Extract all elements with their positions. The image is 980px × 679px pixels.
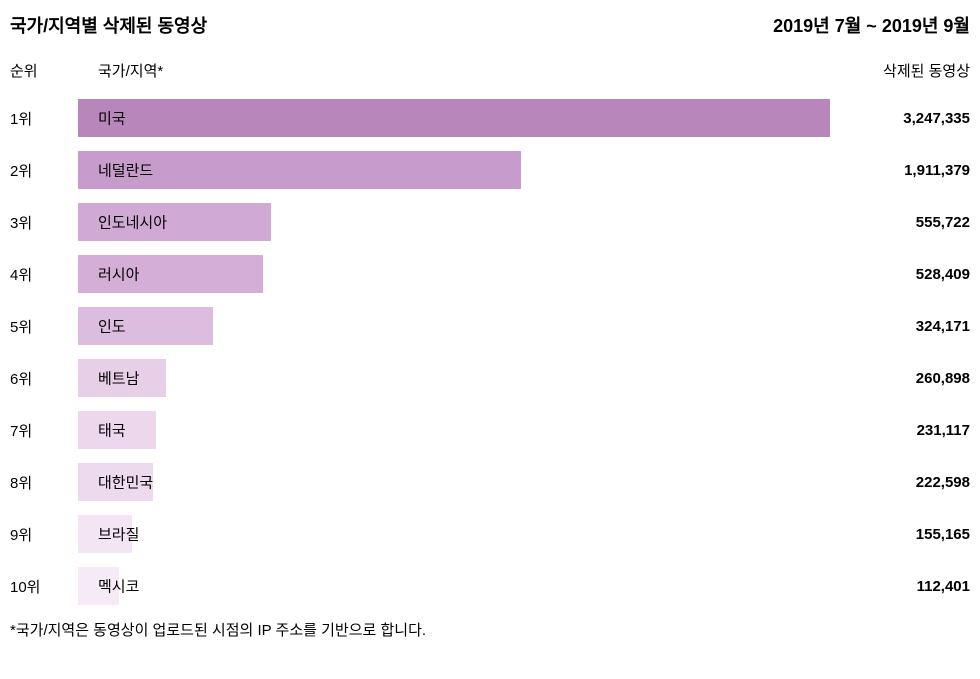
bar-area: 러시아 — [78, 255, 830, 293]
rank-label: 9위 — [10, 524, 78, 545]
country-label: 대한민국 — [98, 472, 153, 493]
value-label: 3,247,335 — [830, 110, 970, 127]
rank-label: 7위 — [10, 420, 78, 441]
rank-label: 3위 — [10, 212, 78, 233]
bar-area: 태국 — [78, 411, 830, 449]
bar-area: 브라질 — [78, 515, 830, 553]
bar-row: 8위 대한민국 222,598 — [10, 463, 970, 501]
country-label: 인도네시아 — [98, 212, 167, 233]
column-header-rank: 순위 — [10, 60, 78, 81]
value-label: 222,598 — [830, 474, 970, 491]
bar-row: 7위 태국 231,117 — [10, 411, 970, 449]
bar-area: 멕시코 — [78, 567, 830, 605]
value-label: 528,409 — [830, 266, 970, 283]
footnote: *국가/지역은 동영상이 업로드된 시점의 IP 주소를 기반으로 합니다. — [10, 619, 970, 640]
country-label: 태국 — [98, 420, 126, 441]
rank-label: 8위 — [10, 472, 78, 493]
bar-area: 대한민국 — [78, 463, 830, 501]
value-label: 324,171 — [830, 318, 970, 335]
rank-label: 4위 — [10, 264, 78, 285]
country-label: 미국 — [98, 108, 126, 129]
bar-area: 네덜란드 — [78, 151, 830, 189]
country-label: 러시아 — [98, 264, 139, 285]
country-label: 베트남 — [98, 368, 139, 389]
header-row: 국가/지역별 삭제된 동영상 2019년 7월 ~ 2019년 9월 — [10, 12, 970, 38]
bar-row: 3위 인도네시아 555,722 — [10, 203, 970, 241]
country-label: 브라질 — [98, 524, 139, 545]
bar-area: 미국 — [78, 99, 830, 137]
value-label: 260,898 — [830, 370, 970, 387]
country-label: 인도 — [98, 316, 126, 337]
rank-label: 6위 — [10, 368, 78, 389]
bar-row: 9위 브라질 155,165 — [10, 515, 970, 553]
country-label: 멕시코 — [98, 576, 139, 597]
date-range: 2019년 7월 ~ 2019년 9월 — [773, 12, 970, 38]
bar-row: 4위 러시아 528,409 — [10, 255, 970, 293]
bar-area: 베트남 — [78, 359, 830, 397]
value-label: 1,911,379 — [830, 162, 970, 179]
value-label: 155,165 — [830, 526, 970, 543]
rank-label: 1위 — [10, 108, 78, 129]
rank-label: 10위 — [10, 576, 78, 597]
bar-row: 1위 미국 3,247,335 — [10, 99, 970, 137]
chart-title: 국가/지역별 삭제된 동영상 — [10, 12, 207, 38]
rank-label: 5위 — [10, 316, 78, 337]
bar-row: 10위 멕시코 112,401 — [10, 567, 970, 605]
country-label: 네덜란드 — [98, 160, 153, 181]
rank-label: 2위 — [10, 160, 78, 181]
value-label: 231,117 — [830, 422, 970, 439]
bar-row: 2위 네덜란드 1,911,379 — [10, 151, 970, 189]
value-label: 555,722 — [830, 214, 970, 231]
column-header-country: 국가/지역* — [78, 60, 830, 81]
column-header-value: 삭제된 동영상 — [830, 60, 970, 81]
bars-container: 1위 미국 3,247,335 2위 네덜란드 1,911,379 3위 인도네시아 555,7… — [10, 99, 970, 605]
bar — [78, 99, 830, 137]
value-label: 112,401 — [830, 578, 970, 595]
bar-row: 5위 인도 324,171 — [10, 307, 970, 345]
bar-area: 인도 — [78, 307, 830, 345]
bar-row: 6위 베트남 260,898 — [10, 359, 970, 397]
column-headers: 순위 국가/지역* 삭제된 동영상 — [10, 60, 970, 81]
bar-area: 인도네시아 — [78, 203, 830, 241]
